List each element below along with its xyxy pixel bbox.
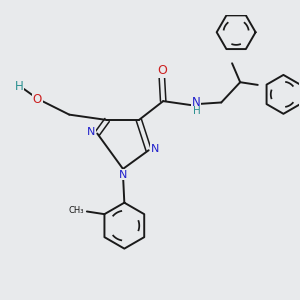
- Text: O: O: [157, 64, 167, 77]
- Text: O: O: [33, 93, 42, 106]
- Text: H: H: [15, 80, 24, 93]
- Text: N: N: [150, 144, 159, 154]
- Text: CH₃: CH₃: [69, 206, 84, 214]
- Text: H: H: [193, 106, 200, 116]
- Text: N: N: [119, 170, 127, 180]
- Text: N: N: [87, 127, 95, 137]
- Text: N: N: [192, 96, 201, 109]
